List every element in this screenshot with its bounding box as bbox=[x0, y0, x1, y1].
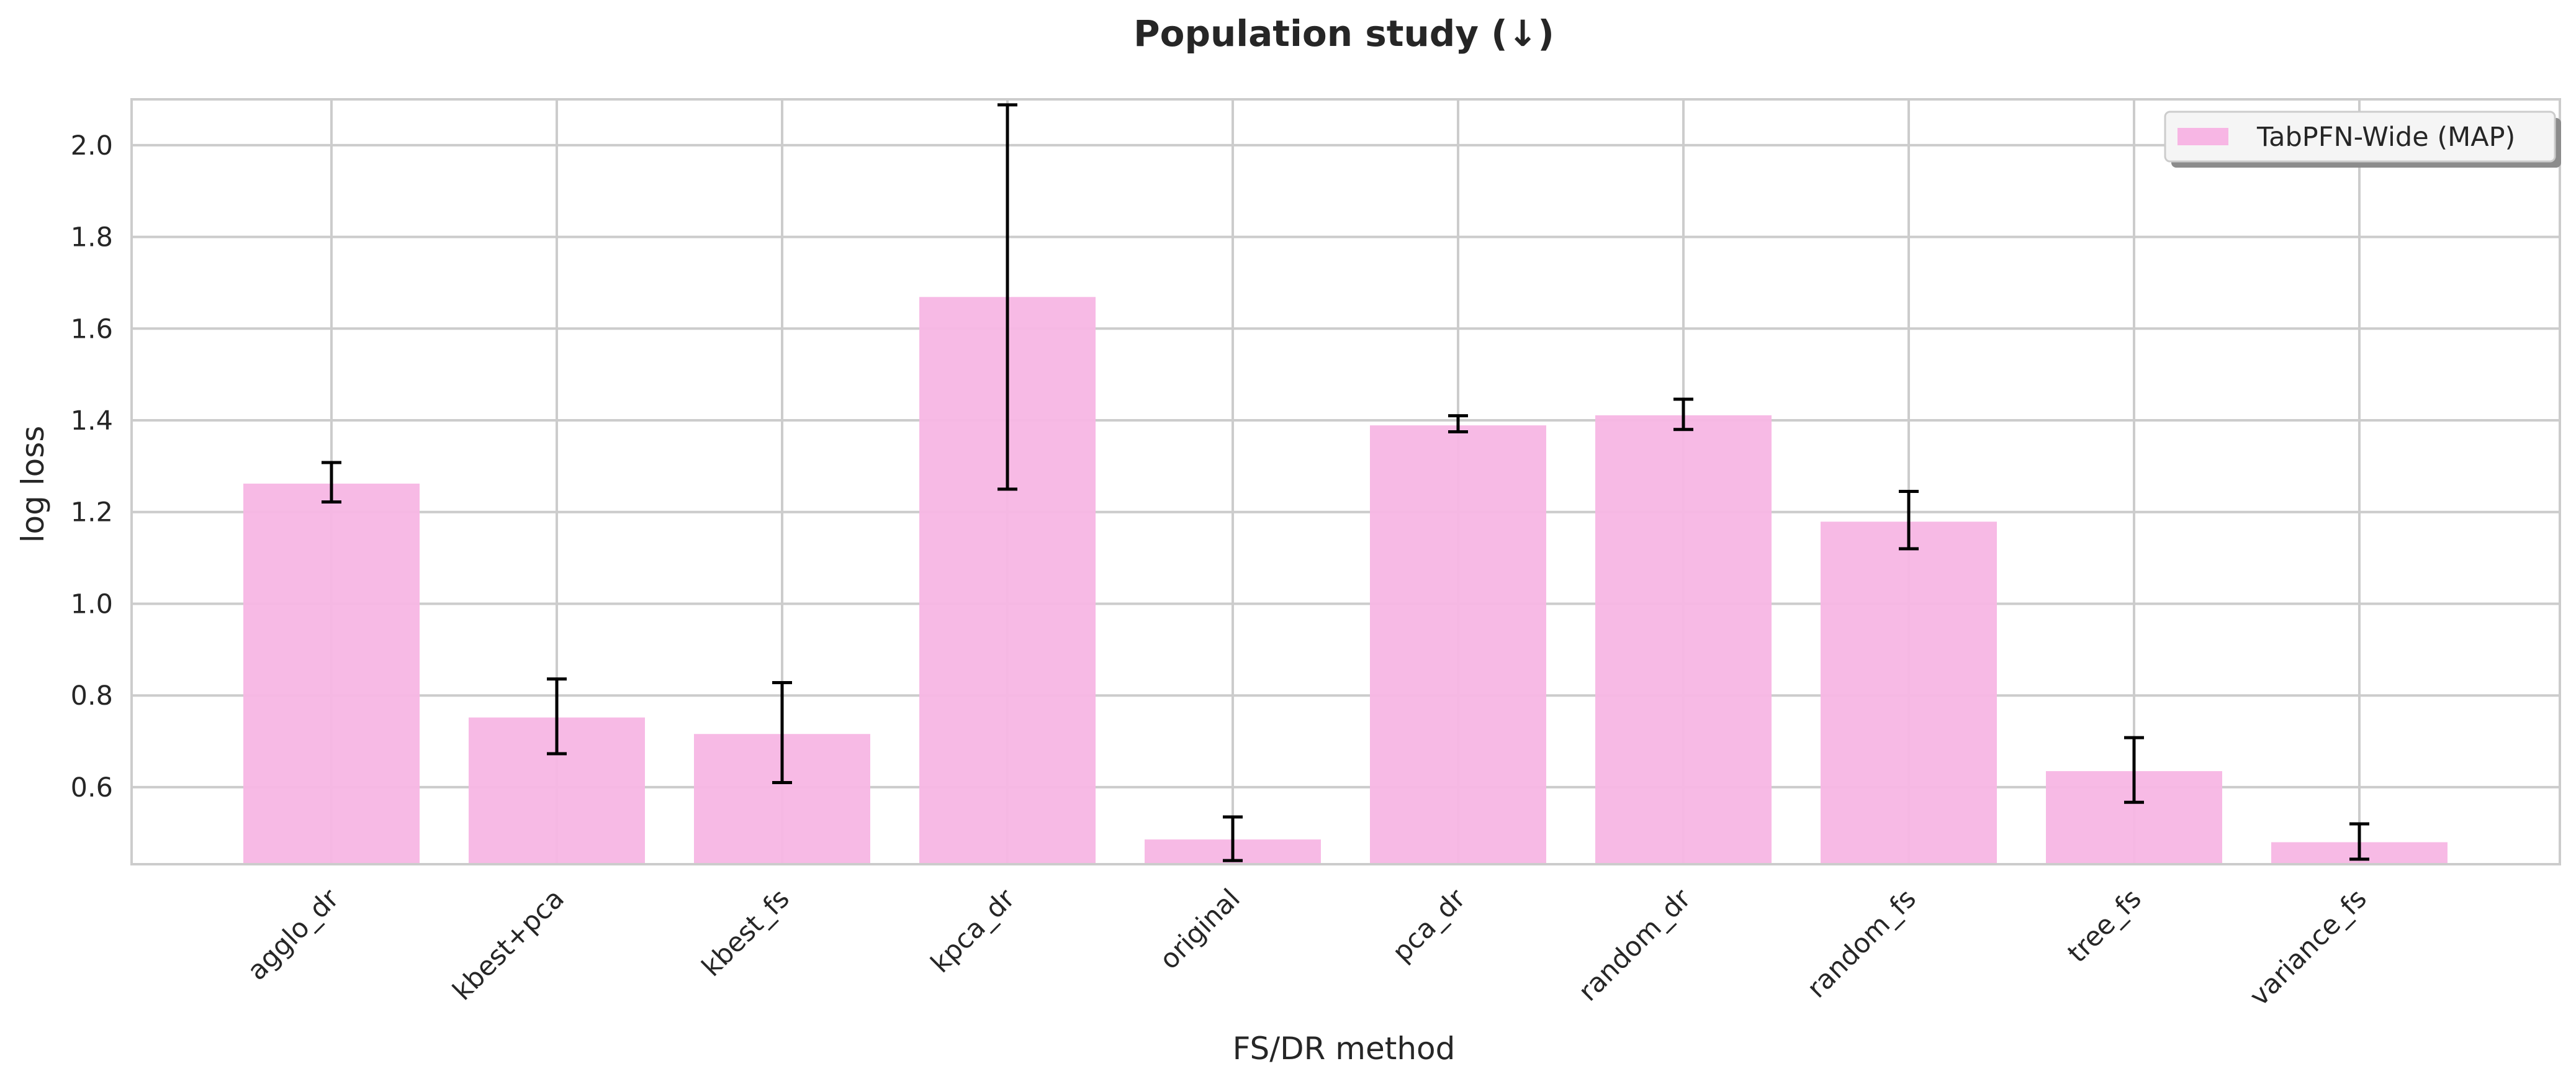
bar-random_dr bbox=[1595, 415, 1772, 864]
error-bar-pca_dr bbox=[1448, 414, 1468, 433]
y-tick-label: 1.8 bbox=[71, 222, 113, 253]
error-bar-random_dr bbox=[1673, 397, 1693, 431]
y-tick-label: 0.8 bbox=[71, 680, 113, 711]
legend-label: TabPFN-Wide (MAP) bbox=[2256, 122, 2515, 153]
y-tick-label: 1.0 bbox=[71, 589, 113, 620]
error-bar-tree_fs bbox=[2124, 736, 2144, 804]
y-tick-labels: 0.6 0.8 1.0 1.2 1.4 1.6 1.8 2.0 bbox=[71, 130, 113, 803]
y-tick-label: 1.4 bbox=[71, 405, 113, 436]
plot-frame bbox=[130, 98, 2561, 865]
legend-frame bbox=[2164, 111, 2556, 163]
y-tick-label: 2.0 bbox=[71, 130, 113, 161]
error-bar-original bbox=[1223, 815, 1243, 862]
y-tick-label: 0.6 bbox=[71, 772, 113, 803]
error-bars bbox=[322, 103, 2369, 862]
legend-swatch bbox=[2177, 128, 2228, 145]
bars bbox=[243, 297, 2448, 864]
error-bar-agglo_dr bbox=[322, 461, 341, 504]
bar-agglo_dr bbox=[243, 483, 420, 864]
bar-pca_dr bbox=[1370, 425, 1546, 864]
y-axis-label: log loss bbox=[15, 426, 51, 543]
error-bar-kbest_fs bbox=[772, 681, 792, 785]
error-bar-kpca_dr bbox=[998, 103, 1017, 491]
chart-title: Population study (↓) bbox=[1133, 12, 1554, 55]
error-bar-variance_fs bbox=[2349, 822, 2369, 861]
error-bar-kbest+pca bbox=[547, 677, 567, 756]
y-tick-label: 1.2 bbox=[71, 497, 113, 528]
x-axis-label: FS/DR method bbox=[1233, 1031, 1456, 1067]
y-tick-label: 1.6 bbox=[71, 314, 113, 345]
error-bar-random_fs bbox=[1899, 490, 1919, 551]
legend: TabPFN-Wide (MAP) bbox=[2164, 111, 2561, 168]
bar-random_fs bbox=[1821, 522, 1997, 864]
